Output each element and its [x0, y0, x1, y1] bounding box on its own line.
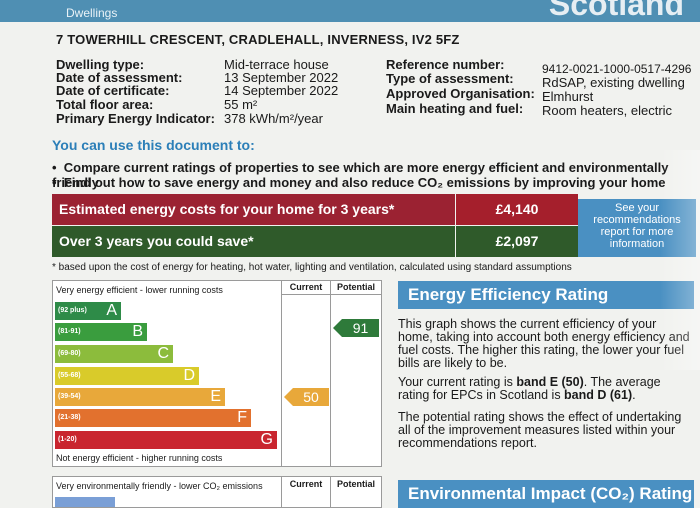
info-label: Date of assessment: [56, 70, 183, 85]
band-f: (21-38) F [55, 409, 251, 427]
top-bar: Dwellings Scotland [0, 0, 700, 22]
potential-column-header: Potential [336, 282, 375, 292]
divider [330, 477, 331, 507]
info-value: 14 September 2022 [224, 83, 339, 98]
certificate-date-row: Date of certificate: [56, 83, 169, 98]
band-range: (92 plus) [58, 307, 87, 314]
current-column-header: Current [289, 282, 323, 292]
divider [330, 281, 331, 466]
band-range: (55-68) [58, 372, 81, 379]
band-range: (69-80) [58, 350, 81, 357]
energy-indicator-row: Primary Energy Indicator: [56, 111, 215, 126]
band-range: (21-38) [58, 414, 81, 421]
reference-number: 9412-0021-1000-0517-4296 [542, 62, 692, 76]
chart-bottom-caption: Not energy efficient - higher running co… [56, 453, 223, 463]
band-g: (1-20) G [55, 431, 277, 449]
cost-footnote: * based upon the cost of energy for heat… [52, 262, 572, 273]
assessment-date-row: Date of assessment: [56, 70, 182, 85]
divider [281, 477, 282, 507]
bullet-icon: • [52, 160, 64, 175]
band-range: (1-20) [58, 436, 77, 443]
info-label: Main heating and fuel: [386, 101, 524, 116]
band-b: (81-91) B [55, 323, 147, 341]
bullet-item: • Compare current ratings of properties … [52, 160, 700, 190]
property-address: 7 TOWERHILL CRESCENT, CRADLEHALL, INVERN… [56, 32, 460, 47]
info-value: RdSAP, existing dwelling [542, 75, 685, 90]
band-letter: F [237, 409, 247, 426]
environmental-impact-chart: Current Potential Very environmentally f… [52, 476, 382, 508]
energy-costs-value: £4,140 [456, 194, 578, 225]
info-label: Primary Energy Indicator: [56, 111, 215, 126]
environmental-impact-heading: Environmental Impact (CO₂) Rating [398, 480, 694, 508]
breadcrumb: Dwellings [66, 6, 118, 20]
brand-title: Scotland [548, 0, 684, 22]
dwelling-type-row: Dwelling type: [56, 57, 144, 72]
info-value: Elmhurst [542, 89, 594, 104]
text-part: . [632, 388, 636, 402]
band-range: (81-91) [58, 328, 81, 335]
energy-efficiency-chart: Current Potential Very energy efficient … [52, 280, 382, 467]
chart-top-caption: Very environmentally friendly - lower CO… [56, 481, 263, 491]
text-part: Your current rating is [398, 375, 517, 389]
divider [281, 294, 381, 295]
band-c: (69-80) C [55, 345, 173, 363]
bullet-item: • Find out how to save energy and money … [52, 175, 666, 190]
info-label: Type of assessment: [386, 71, 514, 86]
info-label: Dwelling type: [56, 57, 145, 72]
band-letter: B [132, 323, 143, 340]
band-a [55, 497, 115, 507]
current-band: band E (50) [516, 375, 584, 389]
band-d: (55-68) D [55, 367, 199, 385]
info-value: 55 m² [224, 97, 258, 112]
chart-top-caption: Very energy efficient - lower running co… [56, 285, 223, 295]
info-value: 13 September 2022 [224, 70, 339, 85]
recommendations-link[interactable]: See your recommendations report for more… [578, 199, 696, 257]
current-column-header: Current [289, 479, 323, 489]
bullet-icon: • [52, 175, 64, 190]
text-part: . The average rating for EPCs in Scotlan… [398, 375, 661, 402]
info-value: Mid-terrace house [224, 57, 329, 72]
current-rating-text: Your current rating is band E (50). The … [398, 376, 690, 402]
average-band: band D (61) [564, 388, 633, 402]
info-value: Room heaters, electric [542, 103, 673, 118]
energy-efficiency-heading: Energy Efficiency Rating [398, 281, 694, 309]
band-range: (39-54) [58, 393, 81, 400]
info-value: 378 kWh/m²/year [224, 111, 323, 126]
band-letter: E [210, 388, 221, 405]
band-letter: D [183, 367, 195, 384]
floor-area-row: Total floor area: [56, 97, 153, 112]
potential-rating-text: The potential rating shows the effect of… [398, 410, 682, 450]
band-a: (92 plus) A [55, 302, 121, 320]
current-rating-arrow [284, 388, 329, 406]
bullet-text: Compare current ratings of properties to… [52, 160, 669, 190]
band-e: (39-54) E [55, 388, 225, 406]
info-label: Reference number: [386, 57, 505, 72]
info-label: Date of certificate: [56, 83, 170, 98]
eer-description: This graph shows the current efficiency … [398, 317, 690, 370]
band-letter: G [260, 431, 273, 448]
info-label: Total floor area: [56, 97, 154, 112]
band-letter: C [157, 345, 169, 362]
info-label: Approved Organisation: [386, 86, 535, 101]
current-rating-value: 50 [303, 389, 319, 405]
bullet-text: Find out how to save energy and money an… [63, 175, 666, 190]
savings-label: Over 3 years you could save* [52, 226, 455, 257]
potential-rating-arrow [333, 319, 379, 337]
energy-costs-label: Estimated energy costs for your home for… [52, 194, 455, 225]
potential-column-header: Potential [336, 479, 375, 489]
savings-value: £2,097 [456, 226, 578, 257]
divider [281, 281, 282, 466]
usage-heading: You can use this document to: [52, 137, 255, 153]
potential-rating-value: 91 [352, 320, 369, 336]
band-letter: A [106, 302, 117, 319]
